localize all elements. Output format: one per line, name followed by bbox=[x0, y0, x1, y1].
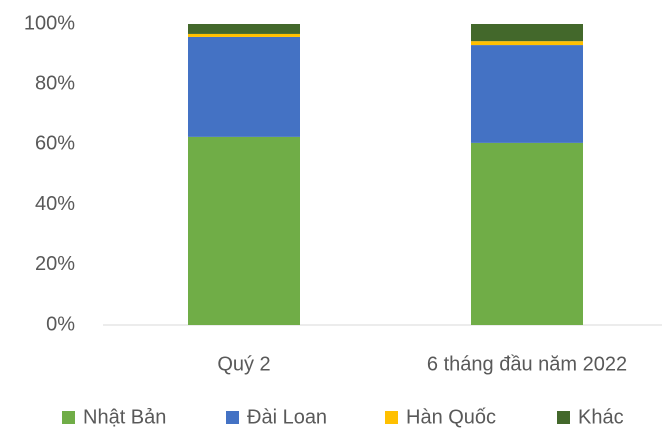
bar-segment bbox=[471, 142, 583, 325]
legend-label: Khác bbox=[578, 406, 624, 428]
bar-segment bbox=[188, 136, 300, 325]
bar-segment bbox=[188, 24, 300, 34]
bar-segment bbox=[188, 33, 300, 37]
legend-swatch bbox=[385, 411, 398, 424]
y-tick-label: 60% bbox=[35, 133, 75, 155]
y-tick-label: 40% bbox=[35, 193, 75, 215]
bar-segment bbox=[188, 36, 300, 137]
bar-segment bbox=[471, 45, 583, 143]
legend-swatch bbox=[557, 411, 570, 424]
legend-swatch bbox=[226, 411, 239, 424]
legend-label: Nhật Bản bbox=[83, 406, 166, 428]
y-tick-label: 20% bbox=[35, 253, 75, 275]
legend-swatch bbox=[62, 411, 75, 424]
legend-label: Hàn Quốc bbox=[406, 406, 496, 428]
bar-segment bbox=[471, 24, 583, 42]
x-tick-label: Quý 2 bbox=[217, 353, 270, 375]
x-tick-label: 6 tháng đầu năm 2022 bbox=[427, 353, 627, 375]
y-tick-label: 80% bbox=[35, 72, 75, 94]
y-tick-label: 100% bbox=[24, 12, 75, 34]
y-tick-label: 0% bbox=[46, 313, 75, 335]
legend-label: Đài Loan bbox=[247, 406, 327, 428]
bar-segment bbox=[471, 41, 583, 46]
